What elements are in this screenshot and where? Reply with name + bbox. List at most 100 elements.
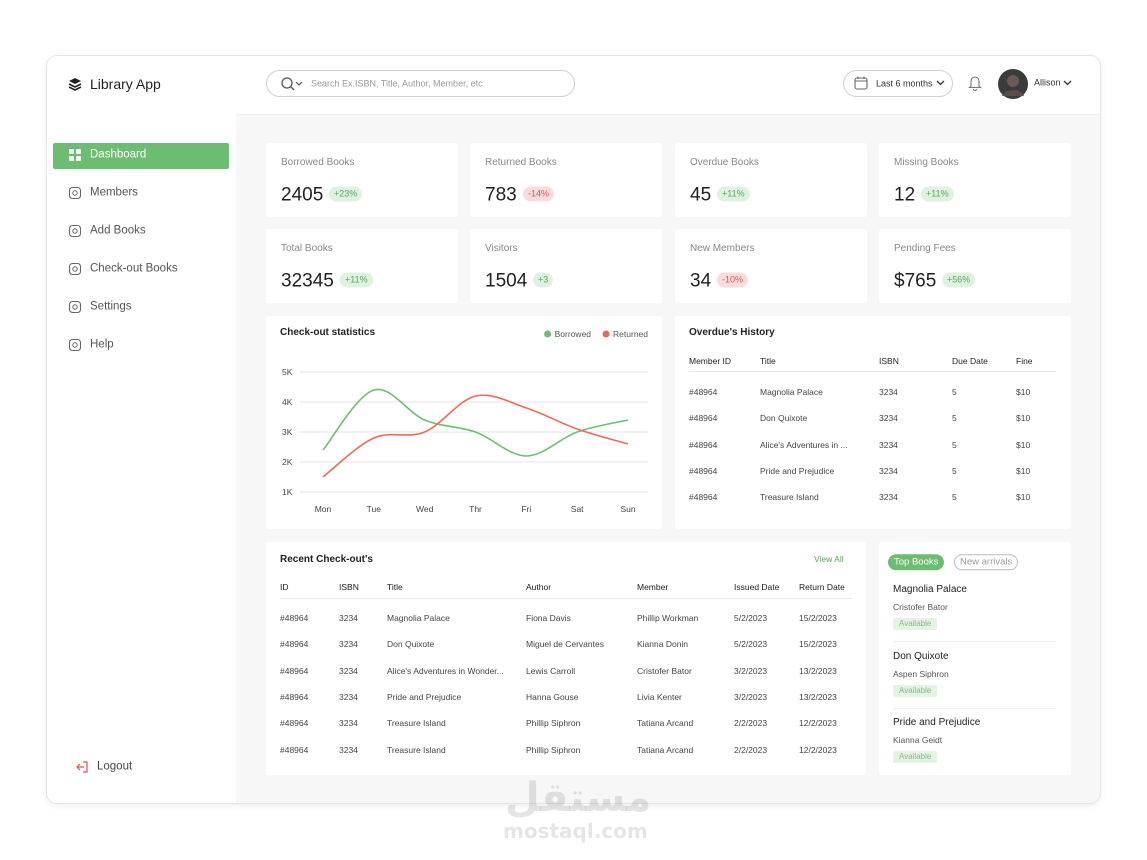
- stat-label: Returned Books: [485, 157, 557, 168]
- stat-card: [675, 143, 867, 217]
- column-header: Title: [387, 581, 403, 592]
- table-cell: 2/2/2023: [734, 717, 768, 728]
- nav-item[interactable]: Members: [90, 186, 138, 199]
- stat-change: +11%: [717, 186, 750, 202]
- table-cell: Alice's Adventures in Wonder...: [387, 665, 504, 676]
- column-header: Issued Date: [734, 581, 780, 592]
- user-name[interactable]: Allison: [1034, 77, 1061, 88]
- column-header: ID: [280, 581, 289, 592]
- search-box[interactable]: [266, 70, 575, 97]
- nav-item[interactable]: Add Books: [90, 224, 146, 237]
- chart-card: [266, 316, 662, 529]
- table-cell: 3234: [339, 717, 358, 728]
- table-cell: Magnolia Palace: [760, 386, 823, 397]
- line-chart: 1K 2K 3K 4K 5K Mon Tue Wed Thr Fri Sat Sun Returned B…: [282, 329, 648, 514]
- table-cell: 5/2/2023: [734, 612, 768, 623]
- period-label: Last 6 months: [876, 78, 933, 89]
- nav-active-bg[interactable]: [53, 143, 229, 169]
- stat-card: [675, 229, 867, 303]
- stat-change: -10%: [717, 272, 749, 288]
- stat-card: [879, 143, 1071, 217]
- book-status: Available: [893, 618, 938, 630]
- nav-icon: [68, 186, 82, 200]
- table-cell: Miguel de Cervantes: [526, 639, 604, 650]
- bell-icon: [968, 76, 982, 91]
- x-tick-label: Tue: [367, 504, 382, 514]
- stat-label: Missing Books: [894, 157, 959, 168]
- table-cell: Hanna Gouse: [526, 691, 579, 702]
- user-chevron: [1063, 80, 1072, 86]
- table-cell: 3/2/2023: [734, 691, 768, 702]
- table-cell: $10: [1016, 439, 1031, 450]
- table-cell: #48964: [280, 691, 309, 702]
- separator: [893, 641, 1056, 642]
- table-cell: #48964: [689, 413, 718, 424]
- header-rule: [280, 598, 852, 599]
- table-cell: Treasure Island: [387, 744, 446, 755]
- book-title: Magnolia Palace: [893, 584, 967, 595]
- nav-item[interactable]: Check-out Books: [90, 262, 178, 275]
- nav-icon: [68, 224, 82, 238]
- table-cell: #48964: [689, 439, 718, 450]
- stat-card: [470, 143, 662, 217]
- book-status: Available: [893, 751, 938, 763]
- table-cell: Phillip Siphron: [526, 717, 581, 728]
- x-tick-label: Thr: [469, 504, 482, 514]
- series-line: [322, 394, 629, 478]
- table-cell: 3234: [879, 413, 898, 424]
- legend-label: Borrowed: [555, 329, 592, 339]
- view-all[interactable]: View All: [814, 553, 844, 564]
- table-cell: 3234: [339, 691, 358, 702]
- top-books-card: [879, 542, 1071, 775]
- nav-icon: [68, 338, 82, 352]
- logout-icon: [76, 761, 88, 773]
- column-header: Member ID: [689, 355, 732, 366]
- table-cell: 3234: [339, 639, 358, 650]
- stat-label: Visitors: [485, 243, 518, 254]
- table-cell: 5: [952, 491, 957, 502]
- table-cell: #48964: [280, 744, 309, 755]
- table-cell: Phillip Siphron: [526, 744, 581, 755]
- nav-item[interactable]: Settings: [90, 300, 132, 313]
- sidebar: [47, 114, 236, 803]
- book-author: Aspen Siphron: [893, 668, 949, 679]
- column-header: Fine: [1016, 355, 1033, 366]
- legend-dot: [602, 330, 610, 338]
- stat-label: Overdue Books: [690, 157, 759, 168]
- stat-change: -14%: [523, 186, 555, 202]
- book-author: Kianna Geidt: [893, 734, 943, 745]
- table-cell: 13/2/2023: [799, 691, 837, 702]
- tab-active[interactable]: Top Books: [888, 554, 945, 570]
- calendar-icon: [854, 76, 868, 90]
- nav-icon: [68, 262, 82, 276]
- stat-change: +23%: [329, 186, 363, 202]
- nav-item[interactable]: Help: [90, 338, 114, 351]
- table-cell: 3234: [879, 439, 898, 450]
- table-cell: 3/2/2023: [734, 665, 768, 676]
- tab[interactable]: New arrivals: [954, 554, 1019, 570]
- y-tick-label: 4K: [282, 397, 293, 407]
- logo-icon: [68, 78, 82, 91]
- x-tick-label: Wed: [416, 504, 434, 514]
- table-cell: Pride and Prejudice: [387, 691, 462, 702]
- x-tick-label: Mon: [315, 504, 332, 514]
- table-cell: 3234: [339, 665, 358, 676]
- nav-icon: [68, 300, 82, 314]
- column-header: Author: [526, 581, 552, 592]
- table-cell: Don Quixote: [760, 413, 808, 424]
- table-cell: 3234: [879, 465, 898, 476]
- table-cell: 3234: [879, 386, 898, 397]
- stat-value: 783: [485, 184, 517, 206]
- table-cell: Phillip Workman: [637, 612, 699, 623]
- column-header: Due Date: [952, 355, 988, 366]
- search-placeholder: Search Ex.ISBN, Title, Author, Member, e…: [311, 78, 483, 89]
- table-cell: Don Quixote: [387, 639, 435, 650]
- table-cell: $10: [1016, 386, 1031, 397]
- period-select[interactable]: [843, 70, 953, 97]
- nav-item[interactable]: Dashboard: [90, 148, 147, 161]
- stat-value: 45: [690, 184, 712, 206]
- table-cell: Alice's Adventures in ...: [760, 439, 848, 450]
- logout[interactable]: Logout: [97, 760, 133, 773]
- x-tick-label: Fri: [521, 504, 531, 514]
- y-tick-label: 1K: [282, 487, 293, 497]
